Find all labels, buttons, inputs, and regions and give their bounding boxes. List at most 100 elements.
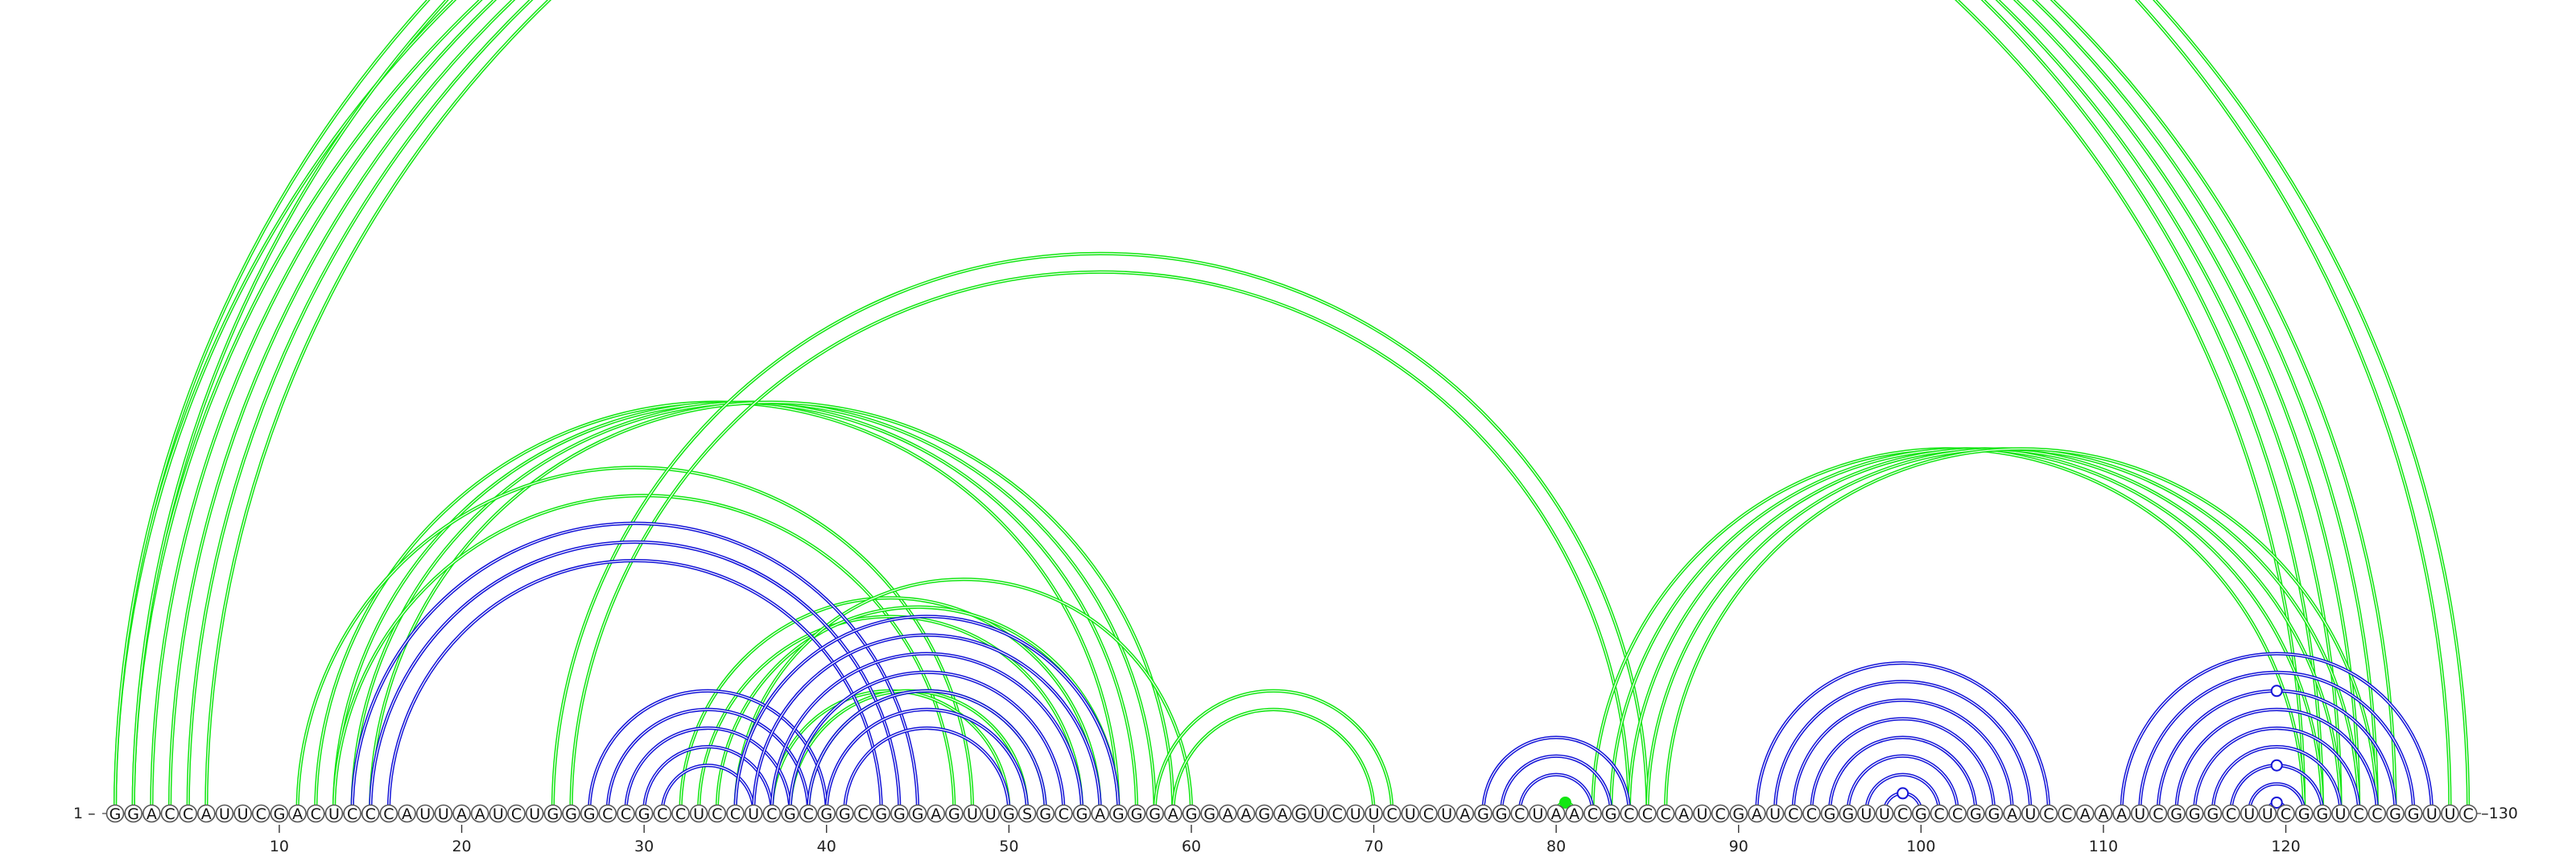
nucleotide-30: G	[634, 804, 654, 823]
blue-arc-core-76-84	[1482, 737, 1630, 813]
nucleotide-79: U	[1529, 804, 1547, 823]
blue-arc-core-29-38	[625, 727, 791, 813]
nucleotide-letter: U	[2262, 805, 2273, 823]
nucleotide-circle	[1182, 804, 1201, 823]
nucleotide-circle	[1455, 804, 1475, 823]
nucleotide-circle	[1127, 804, 1146, 823]
nucleotide-45: G	[908, 804, 927, 823]
nucleotide-circle	[1236, 804, 1256, 823]
nucleotide-101: C	[1930, 804, 1949, 823]
nucleotide-93: C	[1784, 804, 1803, 823]
nucleotide-circle	[2094, 804, 2113, 823]
green-arc-82-121	[1591, 447, 2306, 813]
green-arc-core-85-124	[1646, 448, 2359, 813]
nucleotide-circle	[617, 804, 635, 823]
nucleotide-letter: A	[475, 805, 485, 823]
arc-marker-layer	[1558, 685, 2283, 809]
nucleotide-letter: C	[2462, 805, 2473, 823]
blue-arc-core-97-101	[1865, 774, 1940, 813]
nucleotide-78: C	[1510, 804, 1530, 823]
nucleotide-letter: C	[1952, 805, 1963, 823]
tick-label-90: 90	[1729, 838, 1748, 855]
nucleotide-120: C	[2277, 804, 2295, 823]
nucleotide-83: G	[1601, 804, 1620, 823]
nucleotide-86: C	[1656, 804, 1675, 823]
tick-label-110: 110	[2089, 838, 2118, 855]
green-arc-13-57	[332, 400, 1139, 813]
nucleotide-letter: G	[1113, 805, 1125, 823]
blue-arc-core-30-37	[643, 746, 773, 813]
blue-arc-core-78-82	[1519, 774, 1594, 813]
tick-label-40: 40	[817, 838, 836, 855]
nucleotide-circle	[2075, 804, 2095, 823]
nucleotide-letter: C	[2281, 805, 2291, 823]
nucleotide-letter: G	[1149, 805, 1161, 823]
green-arc-core-33-54	[698, 615, 1083, 813]
nucleotide-circle	[2441, 804, 2459, 823]
blue-arc-core-115-124	[2194, 727, 2359, 813]
nucleotide-8: U	[233, 804, 252, 823]
nucleotide-circle	[1072, 804, 1092, 823]
nucleotide-letter: G	[547, 805, 559, 823]
tick-label-80: 80	[1546, 838, 1566, 855]
nucleotide-circle	[2294, 804, 2314, 823]
nucleotide-99: C	[1893, 804, 1912, 823]
blue-arc-core-95-103	[1829, 737, 1976, 813]
green-arc-84-123	[1627, 447, 2343, 813]
nucleotide-circle	[1255, 804, 1274, 823]
nucleotide-circle	[2112, 804, 2131, 823]
nucleotide-circle	[2039, 804, 2058, 823]
blue-arc-core-93-105	[1793, 699, 2013, 813]
nucleotide-106: U	[2021, 804, 2040, 823]
green-arc-core-3-123	[151, 0, 2342, 813]
nucleotide-circle	[160, 804, 180, 823]
green-arc-core-14-58	[351, 401, 1156, 813]
nucleotide-2: G	[124, 804, 142, 823]
nucleotide-circle	[1401, 804, 1420, 823]
nucleotide-105: A	[2003, 804, 2021, 823]
blue-arc-core-96-102	[1847, 756, 1959, 813]
nucleotide-letter: G	[1039, 805, 1051, 823]
nucleotide-57: G	[1127, 804, 1146, 823]
nucleotide-letter: U	[419, 805, 431, 823]
nucleotide-circle	[1273, 804, 1292, 823]
green-arc-14-58	[350, 400, 1157, 813]
nucleotide-130: C	[2458, 804, 2478, 823]
nucleotide-circle	[908, 804, 927, 823]
nucleotide-letter: C	[383, 805, 394, 823]
blue-arc-layer	[350, 521, 2434, 813]
nucleotide-letter: U	[237, 805, 249, 823]
nucleotide-108: C	[2058, 804, 2076, 823]
nucleotide-circle	[1893, 804, 1912, 823]
nucleotide-109: A	[2075, 804, 2095, 823]
nucleotide-122: G	[2313, 804, 2332, 823]
nucleotide-104: G	[1984, 804, 2004, 823]
nucleotide-118: U	[2240, 804, 2259, 823]
nucleotide-letter: C	[1059, 805, 1069, 823]
nucleotide-circle	[1839, 804, 1857, 823]
nucleotide-circle	[215, 804, 234, 823]
nucleotide-letter: G	[948, 805, 960, 823]
green-arc-core-1-122	[114, 0, 2323, 813]
nucleotide-circle	[415, 804, 435, 823]
green-arc-core-13-47	[333, 495, 955, 813]
nucleotide-letter: A	[1095, 805, 1105, 823]
nucleotide-circle	[981, 804, 1000, 823]
nucleotide-letter: U	[967, 805, 978, 823]
nucleotide-letter: U	[2335, 805, 2347, 823]
nucleotide-circle	[1546, 804, 1566, 823]
nucleotide-42: C	[853, 804, 873, 823]
nucleotide-circle	[2277, 804, 2295, 823]
nucleotide-circle	[1529, 804, 1547, 823]
blue-arc-core-28-39	[607, 709, 809, 813]
nucleotide-15: C	[361, 804, 380, 823]
nucleotide-129: U	[2441, 804, 2459, 823]
nucleotide-circle	[470, 804, 489, 823]
nucleotide-letter: G	[784, 805, 796, 823]
nucleotide-letter: G	[1915, 805, 1927, 823]
nucleotide-letter: U	[1696, 805, 1707, 823]
nucleotide-circle	[1857, 804, 1876, 823]
green-arc-core-6-126	[205, 0, 2396, 813]
nucleotide-65: A	[1273, 804, 1292, 823]
green-arc-core-32-55	[679, 597, 1101, 813]
